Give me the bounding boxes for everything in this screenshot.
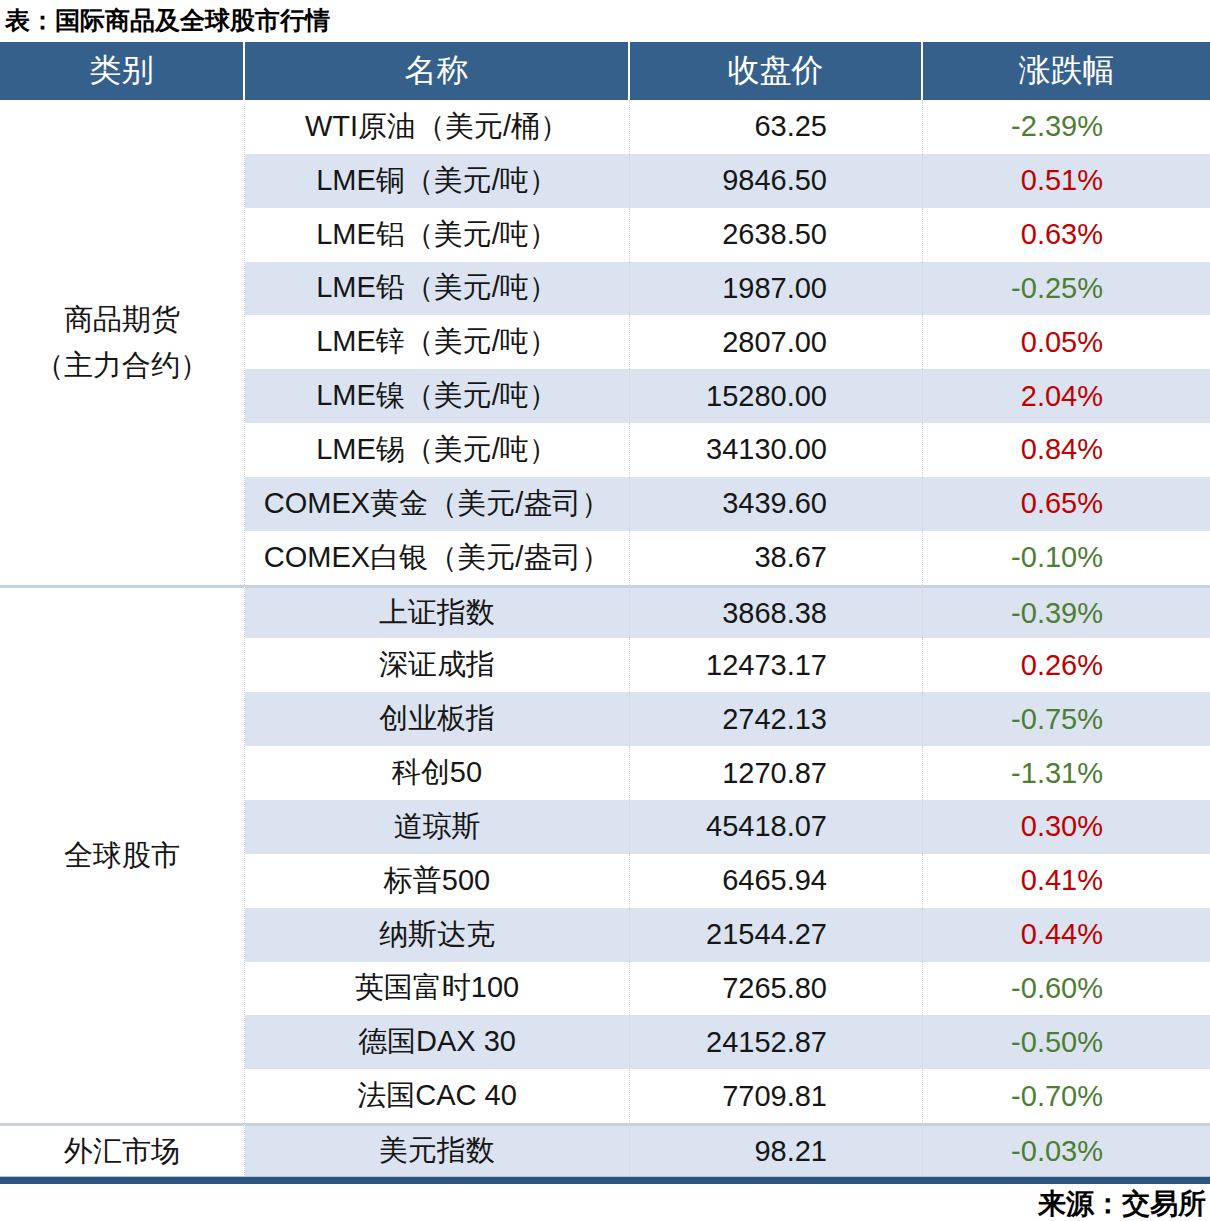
category-cell: 外汇市场 [0,1123,245,1177]
close-price: 12473.17 [630,638,923,692]
instrument-name: LME铜（美元/吨） [245,154,630,208]
category-cell: 商品期货（主力合约） [0,100,245,585]
table-bottom-bar [0,1176,1210,1184]
instrument-name: LME铝（美元/吨） [245,208,630,262]
change-percent: -0.39% [923,585,1210,639]
close-price: 34130.00 [630,423,923,477]
instrument-name: 英国富时100 [245,962,630,1016]
change-percent: -0.60% [923,962,1210,1016]
instrument-name: LME锡（美元/吨） [245,423,630,477]
change-percent: 0.84% [923,423,1210,477]
instrument-name: 创业板指 [245,692,630,746]
close-price: 24152.87 [630,1015,923,1069]
close-price: 38.67 [630,531,923,585]
close-price: 98.21 [630,1123,923,1177]
instrument-name: 科创50 [245,746,630,800]
close-price: 9846.50 [630,154,923,208]
market-table: 类别名称收盘价涨跌幅商品期货（主力合约）WTI原油（美元/桶）63.25-2.3… [0,42,1210,1177]
instrument-name: COMEX黄金（美元/盎司） [245,477,630,531]
change-percent: -0.75% [923,692,1210,746]
close-price: 3439.60 [630,477,923,531]
instrument-name: 德国DAX 30 [245,1015,630,1069]
instrument-name: 美元指数 [245,1123,630,1177]
change-percent: 2.04% [923,369,1210,423]
close-price: 1987.00 [630,262,923,316]
change-percent: -0.70% [923,1069,1210,1123]
change-percent: 0.51% [923,154,1210,208]
instrument-name: 深证成指 [245,638,630,692]
page-title: 表：国际商品及全球股市行情 [5,4,330,37]
close-price: 7709.81 [630,1069,923,1123]
instrument-name: LME锌（美元/吨） [245,315,630,369]
change-percent: 0.05% [923,315,1210,369]
change-percent: 0.41% [923,854,1210,908]
close-price: 3868.38 [630,585,923,639]
close-price: 2807.00 [630,315,923,369]
close-price: 2742.13 [630,692,923,746]
change-percent: 0.63% [923,208,1210,262]
instrument-name: 纳斯达克 [245,908,630,962]
instrument-name: 上证指数 [245,585,630,639]
change-percent: 0.44% [923,908,1210,962]
column-header: 涨跌幅 [923,42,1210,100]
close-price: 2638.50 [630,208,923,262]
change-percent: -2.39% [923,100,1210,154]
change-percent: 0.30% [923,800,1210,854]
instrument-name: LME镍（美元/吨） [245,369,630,423]
category-label: 外汇市场 [64,1128,180,1174]
category-label: 商品期货 [64,296,180,342]
close-price: 15280.00 [630,369,923,423]
category-label: 全球股市 [64,832,180,878]
instrument-name: COMEX白银（美元/盎司） [245,531,630,585]
change-percent: -0.03% [923,1123,1210,1177]
column-header: 类别 [0,42,245,100]
instrument-name: 标普500 [245,854,630,908]
category-cell: 全球股市 [0,585,245,1123]
change-percent: 0.26% [923,638,1210,692]
close-price: 45418.07 [630,800,923,854]
instrument-name: 道琼斯 [245,800,630,854]
close-price: 63.25 [630,100,923,154]
column-header: 收盘价 [630,42,923,100]
close-price: 6465.94 [630,854,923,908]
change-percent: -0.50% [923,1015,1210,1069]
close-price: 1270.87 [630,746,923,800]
change-percent: 0.65% [923,477,1210,531]
close-price: 21544.27 [630,908,923,962]
column-header: 名称 [245,42,630,100]
change-percent: -1.31% [923,746,1210,800]
source-label: 来源：交易所 [1038,1185,1206,1221]
change-percent: -0.10% [923,531,1210,585]
instrument-name: WTI原油（美元/桶） [245,100,630,154]
category-label: （主力合约） [35,342,209,388]
change-percent: -0.25% [923,262,1210,316]
close-price: 7265.80 [630,962,923,1016]
instrument-name: LME铅（美元/吨） [245,262,630,316]
instrument-name: 法国CAC 40 [245,1069,630,1123]
